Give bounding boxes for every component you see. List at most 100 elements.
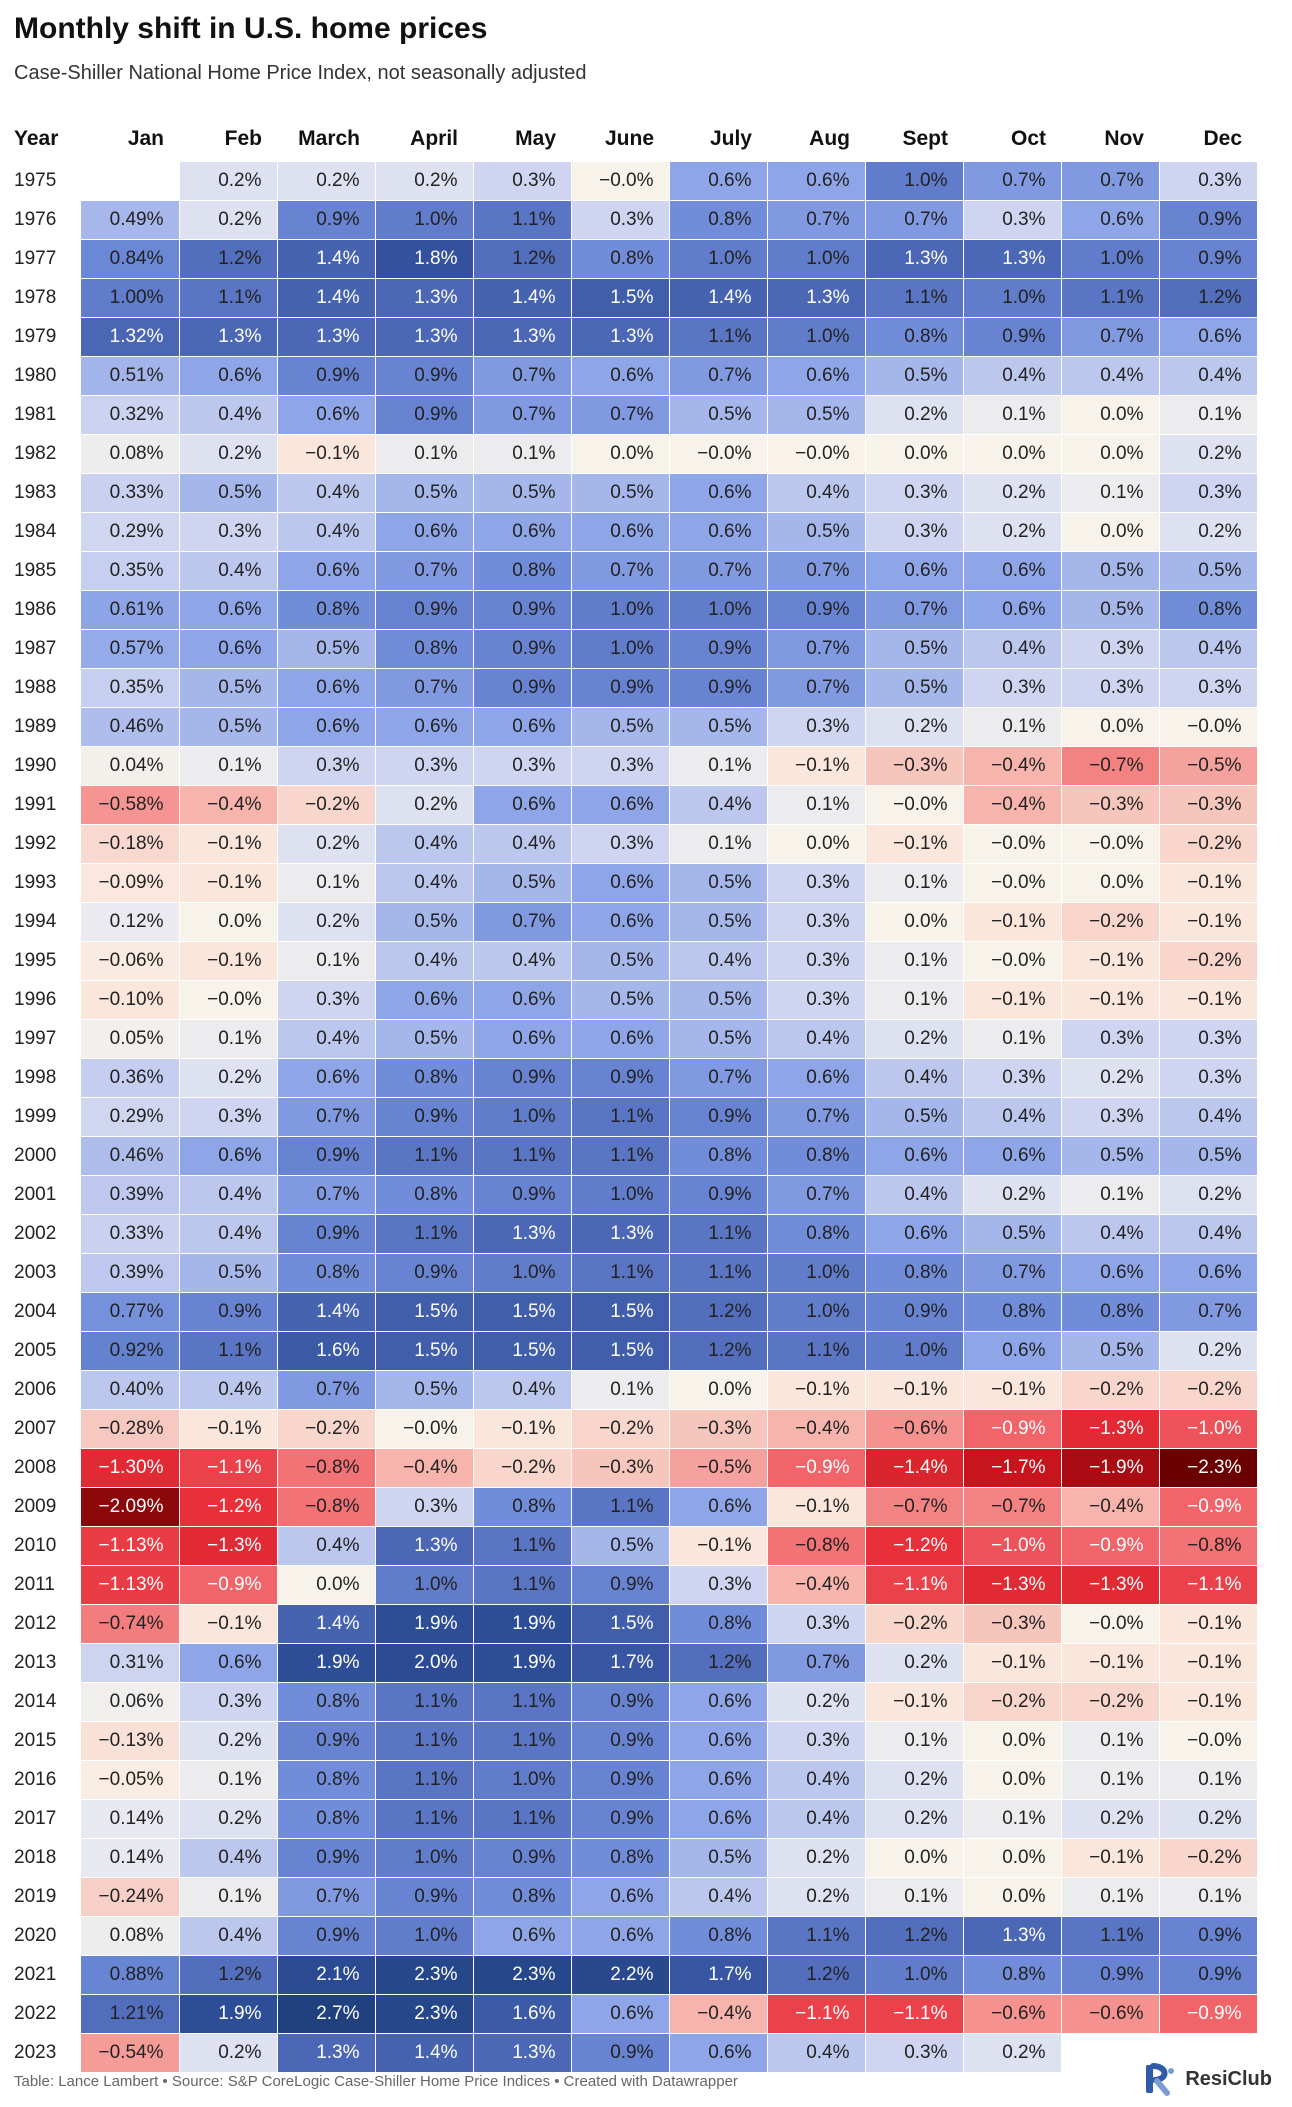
heatmap-cell: 0.8% — [963, 1292, 1062, 1332]
heatmap-cell: 0.9% — [963, 317, 1062, 357]
heatmap-cell: −0.0% — [179, 980, 278, 1020]
table-row-1996: 1996 −0.10% −0.0% 0.3% 0.6% 0.6% 0.5% 0.5% 0.3% 0… — [14, 980, 1258, 1020]
heatmap-cell: 1.5% — [571, 278, 670, 318]
year-label: 1993 — [14, 863, 81, 903]
heatmap-cell: 0.6% — [669, 1682, 768, 1722]
heatmap-cell: 0.1% — [669, 746, 768, 786]
heatmap-cell: 0.7% — [571, 551, 670, 591]
year-label: 2013 — [14, 1643, 81, 1683]
heatmap-cell: 0.0% — [865, 434, 964, 474]
heatmap-cell: 0.9% — [571, 1682, 670, 1722]
heatmap-cell: 0.4% — [473, 1370, 572, 1410]
heatmap-cell: −0.3% — [669, 1409, 768, 1449]
heatmap-cell: 0.5% — [669, 1019, 768, 1059]
heatmap-cell: 0.1% — [1061, 1175, 1160, 1215]
heatmap-cell: 0.4% — [473, 824, 572, 864]
heatmap-cell: 0.3% — [571, 824, 670, 864]
heatmap-cell: 1.1% — [571, 1487, 670, 1527]
heatmap-cell: 0.04% — [81, 746, 180, 786]
heatmap-cell: 0.6% — [571, 785, 670, 825]
heatmap-cell: 0.1% — [179, 1019, 278, 1059]
heatmap-cell: 0.2% — [865, 1643, 964, 1683]
heatmap-cell: 0.2% — [1159, 1175, 1258, 1215]
heatmap-cell: 1.1% — [669, 1214, 768, 1254]
year-label: 1975 — [14, 158, 81, 201]
heatmap-cell: 0.6% — [473, 980, 572, 1020]
heatmap-cell: 1.1% — [1061, 1916, 1160, 1956]
heatmap-cell: 0.1% — [963, 1799, 1062, 1839]
heatmap-cell: 1.1% — [669, 1253, 768, 1293]
heatmap-cell: 0.1% — [1061, 1760, 1160, 1800]
heatmap-cell: 0.9% — [767, 590, 866, 630]
heatmap-cell: 0.4% — [179, 1370, 278, 1410]
brand-logo[interactable]: ResiClub — [1139, 2059, 1272, 2099]
heatmap-cell: 0.3% — [767, 941, 866, 981]
heatmap-cell: 1.0% — [375, 200, 474, 240]
heatmap-cell: 0.05% — [81, 1019, 180, 1059]
table-row-2023: 2023 −0.54% 0.2% 1.3% 1.4% 1.3% 0.9% 0.6% 0.4% 0.… — [14, 2033, 1258, 2073]
heatmap-cell: 0.9% — [1159, 1916, 1258, 1956]
column-header-nov: Nov — [1104, 127, 1144, 150]
heatmap-cell: 0.4% — [277, 512, 376, 552]
heatmap-cell: 0.6% — [473, 1916, 572, 1956]
heatmap-cell: 0.12% — [81, 902, 180, 942]
heatmap-cell: 0.0% — [277, 1565, 376, 1605]
heatmap-cell: 1.1% — [669, 317, 768, 357]
heatmap-cell: 1.3% — [865, 239, 964, 279]
heatmap-cell: 0.57% — [81, 629, 180, 669]
heatmap-cell: 1.2% — [179, 1955, 278, 1995]
heatmap-cell: −0.0% — [375, 1409, 474, 1449]
heatmap-cell: −0.1% — [179, 1604, 278, 1644]
heatmap-cell: 2.3% — [473, 1955, 572, 1995]
year-label: 1981 — [14, 395, 81, 435]
heatmap-cell: 0.1% — [669, 824, 768, 864]
heatmap-cell: 0.9% — [669, 668, 768, 708]
heatmap-cell: −0.1% — [963, 1643, 1062, 1683]
heatmap-cell: 0.6% — [1159, 1253, 1258, 1293]
heatmap-cell: 0.4% — [179, 1214, 278, 1254]
heatmap-cell: −1.3% — [1061, 1409, 1160, 1449]
year-label: 2023 — [14, 2033, 81, 2073]
heatmap-cell: 0.9% — [1061, 1955, 1160, 1995]
table-row-2001: 2001 0.39% 0.4% 0.7% 0.8% 0.9% 1.0% 0.9% 0.7% 0.4… — [14, 1175, 1258, 1215]
heatmap-cell: 0.0% — [963, 1877, 1062, 1917]
column-header-july: July — [709, 127, 752, 150]
heatmap-cell: 0.0% — [1061, 512, 1160, 552]
heatmap-cell: 0.8% — [277, 1760, 376, 1800]
heatmap-cell: −0.4% — [1061, 1487, 1160, 1527]
year-label: 1991 — [14, 785, 81, 825]
heatmap-cell: 1.9% — [375, 1604, 474, 1644]
heatmap-cell: 0.5% — [179, 1253, 278, 1293]
heatmap-cell: −0.1% — [1159, 980, 1258, 1020]
heatmap-cell: 0.9% — [277, 200, 376, 240]
heatmap-cell: −0.6% — [963, 1994, 1062, 2034]
heatmap-cell: −0.0% — [963, 941, 1062, 981]
heatmap-cell: −0.0% — [865, 785, 964, 825]
year-label: 2020 — [14, 1916, 81, 1956]
heatmap-cell: 0.2% — [865, 1760, 964, 1800]
column-header-oct: Oct — [1010, 127, 1046, 150]
heatmap-cell: 0.4% — [767, 1019, 866, 1059]
heatmap-cell: 1.3% — [473, 317, 572, 357]
heatmap-cell: 0.5% — [571, 1526, 670, 1566]
heatmap-cell: 1.0% — [767, 239, 866, 279]
heatmap-cell: 0.6% — [669, 1760, 768, 1800]
heatmap-cell: 0.4% — [767, 1760, 866, 1800]
heatmap-cell: −0.2% — [571, 1409, 670, 1449]
heatmap-cell: 0.46% — [81, 707, 180, 747]
heatmap-cell: 0.5% — [767, 395, 866, 435]
heatmap-cell: 0.4% — [179, 1838, 278, 1878]
heatmap-cell: 0.6% — [669, 1799, 768, 1839]
table-row-2011: 2011 −1.13% −0.9% 0.0% 1.0% 1.1% 0.9% 0.3% −0.4%… — [14, 1565, 1258, 1605]
heatmap-cell: 0.2% — [767, 1682, 866, 1722]
heatmap-cell: 0.5% — [375, 1370, 474, 1410]
heatmap-cell: −0.1% — [1061, 1838, 1160, 1878]
heatmap-cell: 0.2% — [179, 1799, 278, 1839]
heatmap-cell: 0.9% — [571, 1760, 670, 1800]
year-label: 1992 — [14, 824, 81, 864]
heatmap-cell: 0.29% — [81, 512, 180, 552]
heatmap-cell: 1.5% — [473, 1331, 572, 1371]
heatmap-cell: 0.6% — [767, 356, 866, 396]
heatmap-cell — [1061, 2033, 1160, 2073]
heatmap-cell: 0.6% — [669, 512, 768, 552]
